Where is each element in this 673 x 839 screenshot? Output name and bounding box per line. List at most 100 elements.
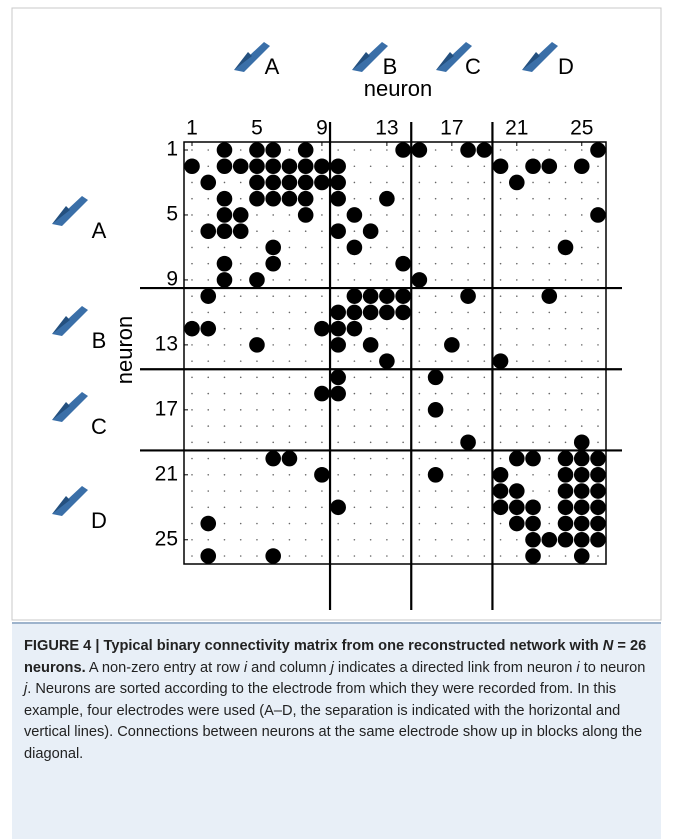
link-dot [590, 467, 606, 483]
y-tick-label: 21 [155, 462, 178, 485]
empty-dot [451, 149, 453, 151]
link-dot [460, 434, 476, 451]
empty-dot [353, 149, 356, 151]
empty-dot [239, 327, 242, 330]
electrode-label: D [91, 508, 107, 533]
empty-dot [321, 425, 323, 427]
empty-dot [207, 262, 210, 265]
empty-dot [321, 457, 323, 460]
empty-dot [580, 311, 583, 314]
empty-dot [483, 311, 486, 314]
empty-dot [580, 181, 583, 184]
empty-dot [467, 181, 469, 184]
empty-dot [516, 409, 518, 411]
empty-dot [256, 311, 258, 314]
empty-dot [564, 165, 567, 168]
empty-dot [304, 522, 307, 525]
empty-dot [532, 295, 534, 297]
link-dot [249, 174, 265, 191]
empty-dot [418, 522, 421, 525]
link-dot [314, 320, 330, 337]
empty-dot [369, 555, 372, 557]
empty-dot [467, 262, 469, 265]
empty-dot [239, 474, 242, 476]
empty-dot [402, 246, 404, 249]
empty-dot [483, 344, 486, 346]
empty-dot [434, 425, 437, 427]
empty-dot [451, 506, 453, 509]
empty-dot [223, 409, 226, 411]
link-dot [330, 499, 346, 516]
empty-dot [548, 230, 551, 232]
link-dot [184, 158, 200, 175]
link-dot [379, 190, 395, 207]
empty-dot [402, 490, 404, 492]
empty-dot [532, 214, 534, 216]
empty-dot [580, 149, 583, 151]
x-tick-label: 17 [440, 117, 463, 140]
empty-dot [239, 538, 242, 541]
empty-dot [418, 474, 421, 476]
empty-dot [369, 360, 372, 362]
empty-dot [564, 197, 567, 200]
link-dot [541, 288, 558, 304]
empty-dot [191, 295, 193, 297]
empty-dot [321, 230, 323, 232]
empty-dot [353, 360, 356, 362]
empty-dot [223, 441, 226, 444]
link-dot [362, 223, 379, 239]
empty-dot [256, 474, 258, 476]
empty-dot [451, 360, 453, 362]
link-dot [444, 337, 460, 353]
empty-dot [256, 295, 258, 297]
empty-dot [402, 327, 404, 330]
empty-dot [337, 538, 339, 541]
empty-dot [402, 230, 404, 232]
empty-dot [467, 425, 469, 427]
empty-dot [516, 214, 518, 216]
empty-dot [516, 376, 518, 379]
empty-dot [223, 344, 226, 346]
link-dot [427, 467, 444, 483]
empty-dot [321, 522, 323, 525]
empty-dot [434, 506, 437, 509]
link-dot [265, 239, 282, 256]
empty-dot [499, 425, 502, 427]
caption-title-part: FIGURE 4 | Typical binary connectivity m… [24, 638, 603, 654]
empty-dot [434, 344, 437, 346]
link-dot [509, 483, 525, 499]
empty-dot [451, 165, 453, 168]
empty-dot [288, 295, 291, 297]
empty-dot [272, 392, 275, 395]
empty-dot [207, 538, 210, 541]
empty-dot [483, 181, 486, 184]
empty-dot [207, 311, 210, 314]
empty-dot [597, 360, 599, 362]
empty-dot [467, 538, 469, 541]
empty-dot [321, 149, 323, 151]
empty-dot [288, 538, 291, 541]
link-dot [557, 483, 574, 499]
empty-dot [402, 555, 404, 557]
empty-dot [337, 262, 339, 265]
electrode-label: C [465, 54, 481, 79]
empty-dot [191, 490, 193, 492]
empty-dot [386, 262, 388, 265]
empty-dot [207, 246, 210, 249]
link-dot [379, 304, 395, 321]
y-tick-label: 9 [166, 267, 178, 290]
empty-dot [239, 425, 242, 427]
empty-dot [548, 279, 551, 281]
link-dot [557, 499, 574, 516]
empty-dot [499, 327, 502, 330]
empty-dot [369, 425, 372, 427]
empty-dot [288, 392, 291, 395]
empty-dot [597, 279, 599, 281]
link-dot [557, 467, 574, 483]
empty-dot [288, 246, 291, 249]
link-dot [395, 255, 411, 272]
empty-dot [580, 279, 583, 281]
link-dot [573, 450, 590, 467]
empty-dot [418, 392, 421, 395]
empty-dot [353, 392, 356, 395]
